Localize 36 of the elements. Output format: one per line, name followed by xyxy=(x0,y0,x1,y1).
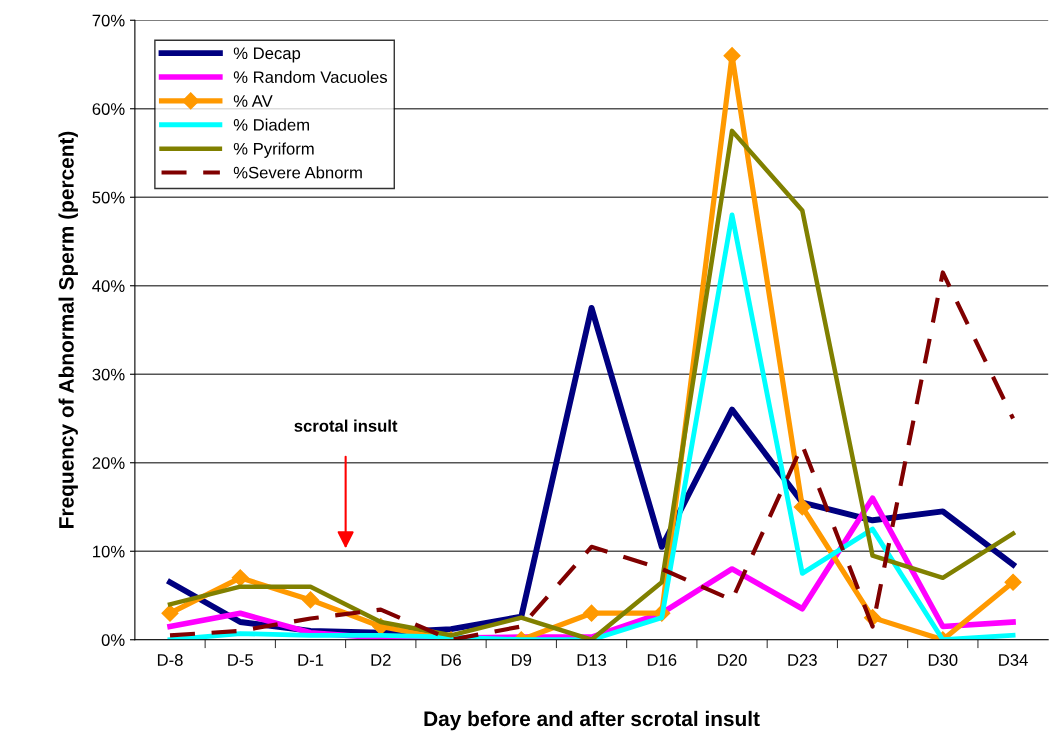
x-tick-label: D23 xyxy=(788,654,817,666)
x-tick-label: D13 xyxy=(577,654,607,666)
point xyxy=(1004,573,1022,591)
y-tick-label: 60% xyxy=(92,103,125,115)
x-axis-title: Day before and after scrotal insult xyxy=(424,710,760,731)
point xyxy=(161,604,179,622)
legend-label: % Decap xyxy=(233,47,301,63)
legend-label: % AV xyxy=(233,95,273,107)
point xyxy=(793,498,811,516)
x-tick-label: D6 xyxy=(441,654,461,666)
x-tick-label: D-1 xyxy=(298,654,324,666)
y-tick-label: 40% xyxy=(92,280,125,292)
y-tick-label: 30% xyxy=(92,368,125,381)
y-tick-label: 10% xyxy=(93,545,125,558)
point xyxy=(301,591,320,609)
x-tick-label: D20 xyxy=(718,654,747,666)
y-tick-label: 70% xyxy=(92,14,125,27)
x-tick-label: D30 xyxy=(928,654,958,666)
legend-label: % Diadem xyxy=(233,118,309,131)
legend-label: % Random Vacuoles xyxy=(233,70,388,84)
x-tick-label: D2 xyxy=(371,654,391,666)
y-tick-label: 0% xyxy=(101,634,125,646)
x-tick-label: D27 xyxy=(858,654,888,666)
x-tick-label: D16 xyxy=(647,654,677,666)
y-tick-label: 20% xyxy=(92,457,125,469)
point xyxy=(582,604,601,622)
y-axis-title: Frequency of Abnormal Sperm (percent) xyxy=(58,131,78,528)
x-tick-label: D34 xyxy=(999,654,1028,666)
x-tick-label: D-5 xyxy=(228,654,253,666)
y-tick-label: 50% xyxy=(92,191,125,204)
point xyxy=(231,569,249,587)
annotation: scrotal insult xyxy=(294,419,398,432)
x-tick-label: D-8 xyxy=(157,654,183,666)
legend-label: % Pyriform xyxy=(233,142,314,158)
legend-label: %Severe Abnorm xyxy=(233,166,362,179)
x-tick-label: D9 xyxy=(511,654,532,666)
